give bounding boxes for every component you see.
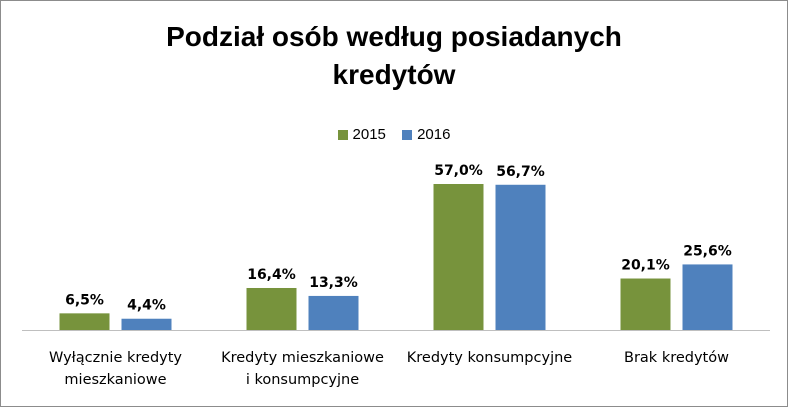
chart-title: Podział osób według posiadanych kredytów xyxy=(0,18,788,94)
bar-2015-1 xyxy=(246,287,297,330)
data-label-2015-3: 20,1% xyxy=(621,258,670,274)
chart-title-line-1: Podział osób według posiadanych xyxy=(166,21,622,52)
category-label-1-1: i konsumpcyjne xyxy=(246,372,359,388)
legend-label-2016: 2016 xyxy=(417,126,451,143)
data-label-2016-2: 56,7% xyxy=(496,164,545,180)
legend-item-2016: 2016 xyxy=(402,126,450,143)
legend-label-2015: 2015 xyxy=(352,126,386,143)
data-label-2015-2: 57,0% xyxy=(434,163,483,179)
category-label-0-0: Wyłącznie kredyty xyxy=(49,350,182,366)
data-label-2016-1: 13,3% xyxy=(309,275,358,291)
legend-item-2015: 2015 xyxy=(337,126,386,143)
legend-swatch-2015 xyxy=(337,129,348,140)
bar-2015-3 xyxy=(620,278,671,330)
category-label-3-0: Brak kredytów xyxy=(624,350,729,366)
bar-2015-0 xyxy=(59,313,110,330)
data-label-2016-0: 4,4% xyxy=(127,298,166,314)
bar-2016-3 xyxy=(682,264,733,330)
legend-swatch-2016 xyxy=(402,129,413,140)
category-label-2-0: Kredyty konsumpcyjne xyxy=(407,350,573,366)
chart-title-line-2: kredytów xyxy=(332,59,456,90)
data-label-2015-1: 16,4% xyxy=(247,267,296,283)
bar-2015-2 xyxy=(433,184,484,330)
category-label-1-0: Kredyty mieszkaniowe xyxy=(221,350,384,366)
data-label-2015-0: 6,5% xyxy=(65,292,104,308)
data-label-2016-3: 25,6% xyxy=(683,243,732,259)
category-label-0-1: mieszkaniowe xyxy=(64,372,166,388)
bar-2016-2 xyxy=(495,184,546,330)
bar-2016-0 xyxy=(121,318,172,330)
chart-legend: 2015 2016 xyxy=(0,126,788,144)
bar-2016-1 xyxy=(308,295,359,330)
